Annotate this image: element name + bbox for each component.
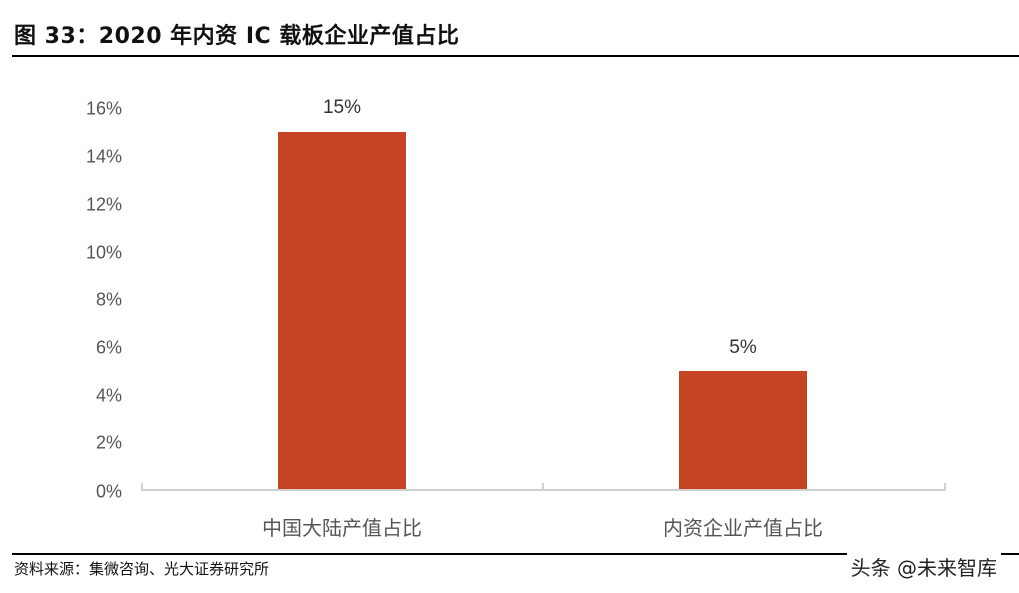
bar-value-label: 5% <box>729 337 757 358</box>
title-divider <box>12 55 1019 57</box>
x-category-label: 中国大陆产值占比 <box>262 516 422 540</box>
x-axis-line <box>142 489 946 491</box>
y-tick-label: 14% <box>85 146 122 167</box>
footer-divider <box>12 553 1019 555</box>
bar-mainland-china <box>278 132 406 490</box>
x-axis-tick <box>542 483 544 491</box>
y-tick-label: 0% <box>95 481 122 502</box>
y-tick-label: 8% <box>95 289 122 310</box>
bar-domestic-enterprises <box>679 371 807 490</box>
source-note: 资料来源：集微咨询、光大证券研究所 <box>14 560 270 578</box>
x-category-label: 内资企业产值占比 <box>663 516 823 540</box>
bar-value-label: 15% <box>322 97 362 118</box>
y-tick-label: 6% <box>95 337 122 358</box>
y-tick-label: 4% <box>95 385 122 406</box>
bar-chart: 16% 14% 12% 10% 8% 6% 4% 2% 0% 15% 5% 中国… <box>85 97 946 540</box>
y-tick-label: 12% <box>85 194 122 215</box>
y-tick-label: 2% <box>95 432 122 453</box>
chart-title: 图 33：2020 年内资 IC 载板企业产值占比 <box>14 24 460 49</box>
y-tick-label: 16% <box>85 98 122 119</box>
x-axis-tick <box>141 483 143 491</box>
x-axis-tick <box>944 483 946 491</box>
y-tick-label: 10% <box>85 242 122 263</box>
watermark: 头条 @未来智库 <box>846 552 1001 581</box>
